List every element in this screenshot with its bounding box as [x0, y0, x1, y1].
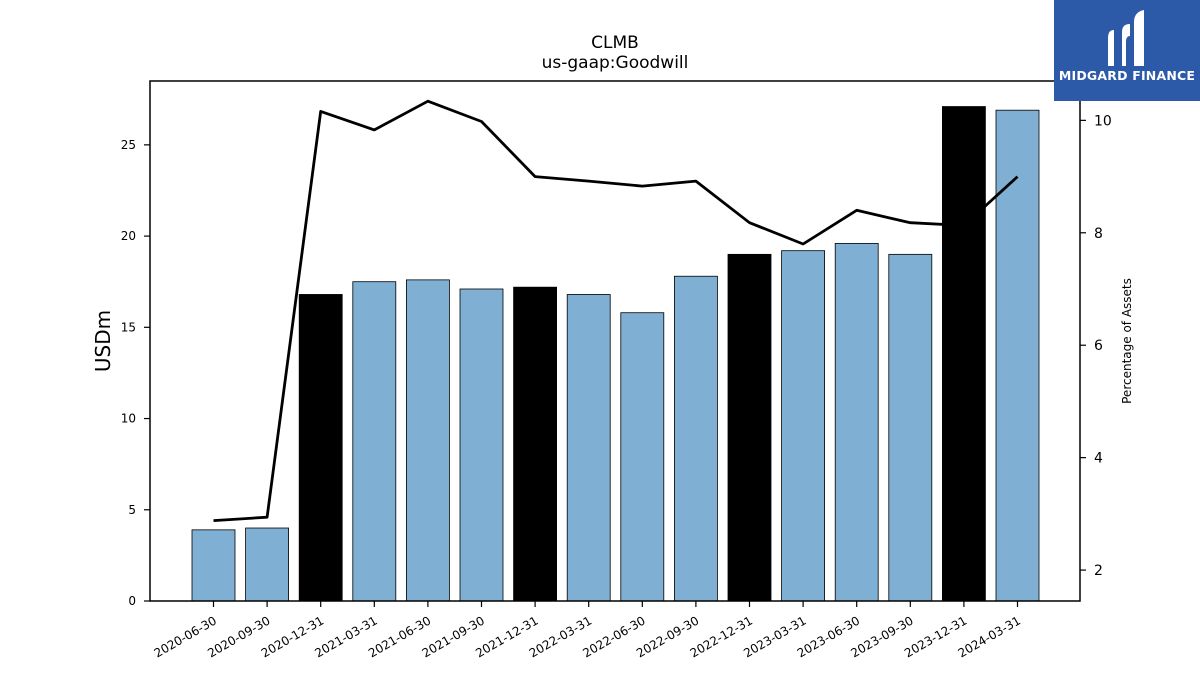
- left-axis-ticks: 0 5 10 15 20 25: [121, 138, 150, 608]
- y-tick-label: 25: [121, 138, 136, 152]
- chart-subtitle: us-gaap:Goodwill: [542, 53, 689, 73]
- y2-tick-label: 10: [1094, 113, 1112, 129]
- bar-2022-06-30: [620, 312, 665, 602]
- bar-2023-09-30: [888, 253, 933, 602]
- bar-2020-09-30: [245, 527, 290, 602]
- y-tick-label: 15: [121, 320, 136, 334]
- plot-frame: [149, 80, 1081, 602]
- y2-tick-label: 6: [1094, 338, 1103, 354]
- line-series: [213, 99, 1019, 522]
- bar-2024-03-31: [995, 109, 1040, 602]
- y2-tick-label: 4: [1094, 451, 1103, 467]
- bar-2021-06-30: [405, 279, 450, 602]
- y-tick-label: 10: [121, 412, 136, 426]
- chart-title: CLMB: [591, 33, 639, 53]
- bar-2022-03-31: [566, 294, 611, 602]
- x-axis-ticks: 2020-06-302020-09-302020-12-312021-03-31…: [152, 601, 1023, 660]
- bar-2021-09-30: [459, 288, 504, 602]
- midgard-finance-logo: MIDGARD FINANCE: [1054, 0, 1200, 101]
- bar-2021-12-31: [513, 286, 557, 602]
- y2-tick-label: 8: [1094, 226, 1103, 242]
- y-axis-label: USDm: [91, 310, 115, 372]
- logo-text: MIDGARD FINANCE: [1058, 68, 1196, 83]
- y-tick-label: 20: [121, 229, 136, 243]
- bar-series: [191, 106, 1040, 602]
- bar-2020-06-30: [191, 529, 236, 602]
- y2-tick-label: 2: [1094, 563, 1103, 579]
- y-tick-label: 5: [128, 503, 136, 517]
- bar-2023-06-30: [834, 242, 879, 602]
- logo-mark-icon: [1108, 10, 1144, 66]
- bar-2023-03-31: [781, 250, 825, 602]
- bar-2021-03-31: [352, 281, 397, 602]
- bar-2022-12-31: [727, 253, 772, 602]
- bar-2023-12-31: [942, 106, 986, 602]
- bar-2022-09-30: [674, 275, 718, 602]
- bar-2020-12-31: [298, 294, 343, 602]
- right-axis-ticks: 2 4 6 8 10: [1080, 113, 1112, 579]
- y2-axis-label: Percentage of Assets: [1120, 278, 1134, 404]
- percentage-line: [213, 99, 1019, 522]
- y-tick-label: 0: [128, 594, 136, 608]
